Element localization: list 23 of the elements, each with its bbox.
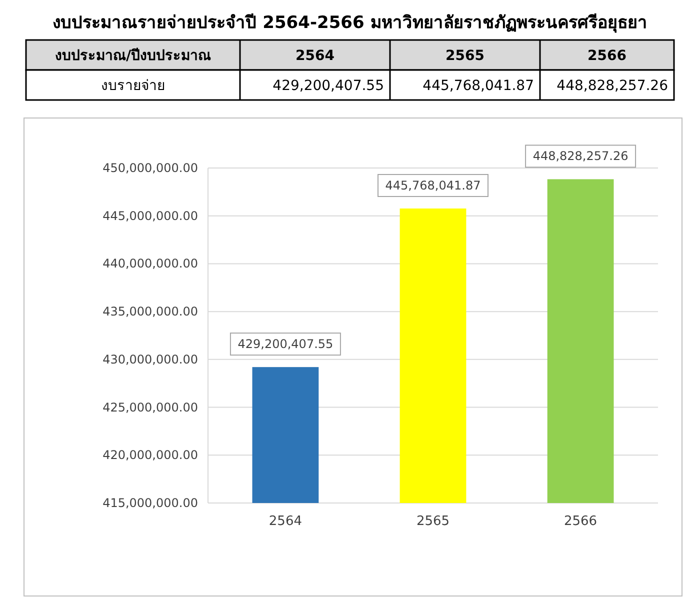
- category-label: 2564: [296, 48, 334, 64]
- y-tick-label: 440,000,000.00: [102, 256, 198, 271]
- y-tick-label: 430,000,000.00: [102, 352, 198, 366]
- y-tick-label: 445,000,000.00: [102, 208, 198, 223]
- x-tick-label: 2565: [416, 514, 450, 529]
- y-tick-label: 450,000,000.00: [102, 161, 198, 175]
- chart-title: งบประมาณรายจ่ายประจำปี 2564-2566 มหาวิทยาลัยราชภัฏพระนครศรีอยุธยา: [52, 12, 648, 33]
- text: งบรายจ่าย: [101, 78, 165, 94]
- text: 445,768,041.87: [385, 178, 481, 193]
- data-label: 445,768,041.87: [422, 78, 534, 94]
- category-label: 2565: [446, 48, 484, 64]
- y-tick-label: 435,000,000.00: [102, 304, 198, 319]
- category-label: 2566: [588, 48, 626, 64]
- data-label: 448,828,257.26: [556, 78, 668, 94]
- y-tick-label: 415,000,000.00: [102, 496, 198, 510]
- y-tick-label: 420,000,000.00: [102, 448, 198, 462]
- text: 429,200,407.55: [238, 337, 334, 352]
- x-tick-label: 2564: [268, 514, 302, 529]
- x-tick-label: 2566: [564, 514, 598, 529]
- text: 448,828,257.26: [532, 149, 628, 164]
- data-label: 429,200,407.55: [272, 78, 384, 94]
- text: งบประมาณ/ปีงบประมาณ: [54, 48, 212, 64]
- y-tick-label: 425,000,000.00: [102, 400, 198, 414]
